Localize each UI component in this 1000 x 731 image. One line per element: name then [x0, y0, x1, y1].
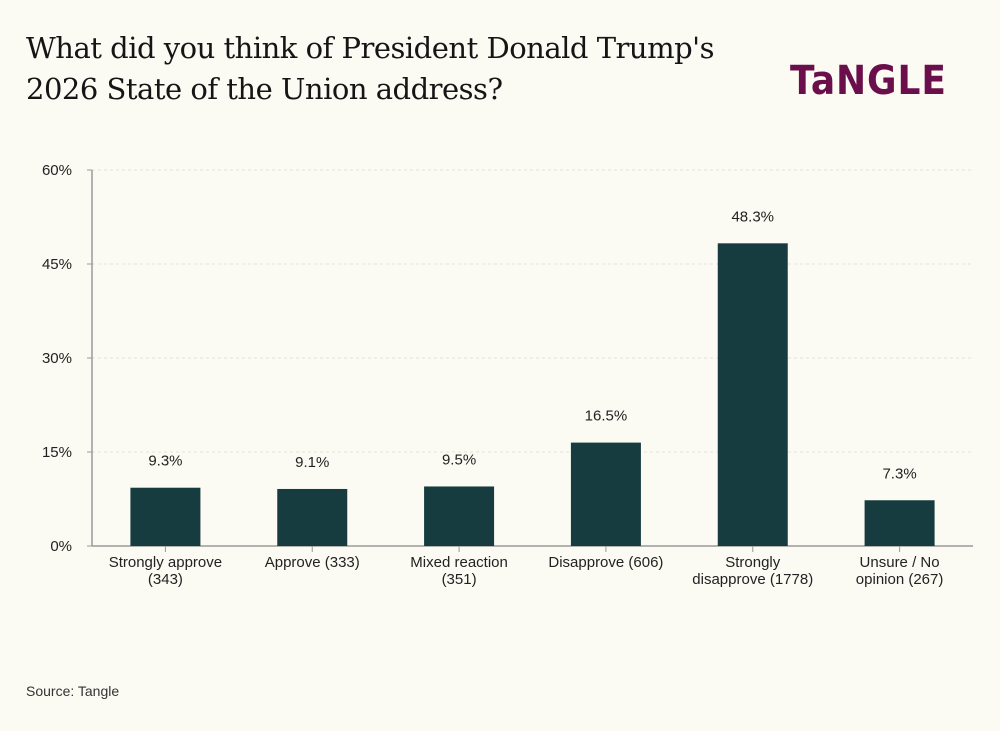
y-tick-label: 45%: [42, 256, 72, 273]
x-tick-label: Strongly: [725, 554, 781, 571]
bar-value-label: 9.5%: [442, 451, 476, 468]
source-note: Source: Tangle: [26, 683, 120, 699]
x-tick-label: Mixed reaction: [410, 554, 508, 571]
bar-value-label: 7.3%: [882, 465, 916, 482]
bar-value-label: 16.5%: [585, 408, 628, 425]
x-tick-label: Disapprove (606): [548, 554, 663, 571]
tangle-logo: TaNGLE: [790, 58, 947, 104]
bar-value-label: 48.3%: [731, 208, 774, 225]
x-tick-label: Approve (333): [265, 554, 360, 571]
bar: [130, 487, 201, 546]
chart-title-line-1: What did you think of President Donald T…: [26, 31, 715, 65]
chart-title: What did you think of President Donald T…: [26, 28, 726, 110]
bar-value-label: 9.1%: [295, 454, 329, 471]
bar: [277, 488, 348, 546]
x-tick-label: Unsure / No: [860, 554, 940, 571]
y-tick-label: 60%: [42, 162, 72, 179]
bar: [424, 486, 495, 546]
chart-title-line-2: 2026 State of the Union address?: [26, 72, 503, 106]
x-tick-label: Strongly approve: [109, 554, 222, 571]
bar: [570, 442, 641, 546]
y-tick-label: 15%: [42, 444, 72, 461]
x-tick-label: disapprove (1778): [692, 571, 813, 588]
x-tick-label: (343): [148, 571, 183, 588]
y-tick-label: 0%: [50, 538, 72, 555]
x-tick-label: opinion (267): [856, 571, 944, 588]
bar-value-label: 9.3%: [148, 453, 182, 470]
bar: [864, 500, 935, 546]
y-tick-label: 30%: [42, 350, 72, 367]
x-tick-label: (351): [442, 571, 477, 588]
bar: [717, 243, 788, 546]
